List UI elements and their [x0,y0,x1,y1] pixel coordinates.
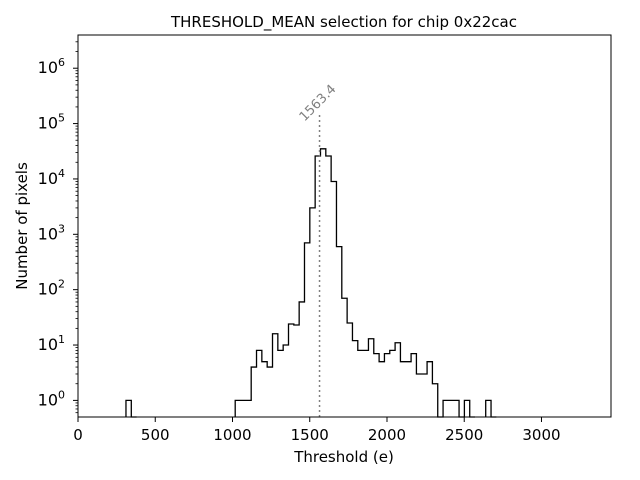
y-axis-label: Number of pixels [13,162,31,290]
x-tick-label: 1500 [291,426,329,444]
y-tick-label: 101 [38,333,65,354]
chart-title: THRESHOLD_MEAN selection for chip 0x22ca… [170,13,517,32]
y-tick-label: 103 [38,222,65,243]
x-tick-label: 3000 [522,426,560,444]
x-axis: 0 500 1000 1500 2000 2500 3000 [73,417,561,444]
y-tick-label: 102 [38,278,65,299]
x-tick-label: 500 [141,426,170,444]
plot-frame [77,34,612,418]
x-axis-label: Threshold (e) [293,448,394,466]
x-tick-label: 0 [73,426,83,444]
x-tick-label: 1000 [213,426,251,444]
x-tick-label: 2000 [368,426,406,444]
y-tick-label: 104 [38,167,65,188]
x-tick-label: 2500 [445,426,483,444]
y-tick-label: 100 [38,388,65,409]
y-tick-label: 105 [38,112,65,133]
histogram-step-segment [234,148,476,418]
y-tick-label: 106 [38,56,65,77]
y-axis: 100 101 102 103 104 105 106 [38,41,78,414]
